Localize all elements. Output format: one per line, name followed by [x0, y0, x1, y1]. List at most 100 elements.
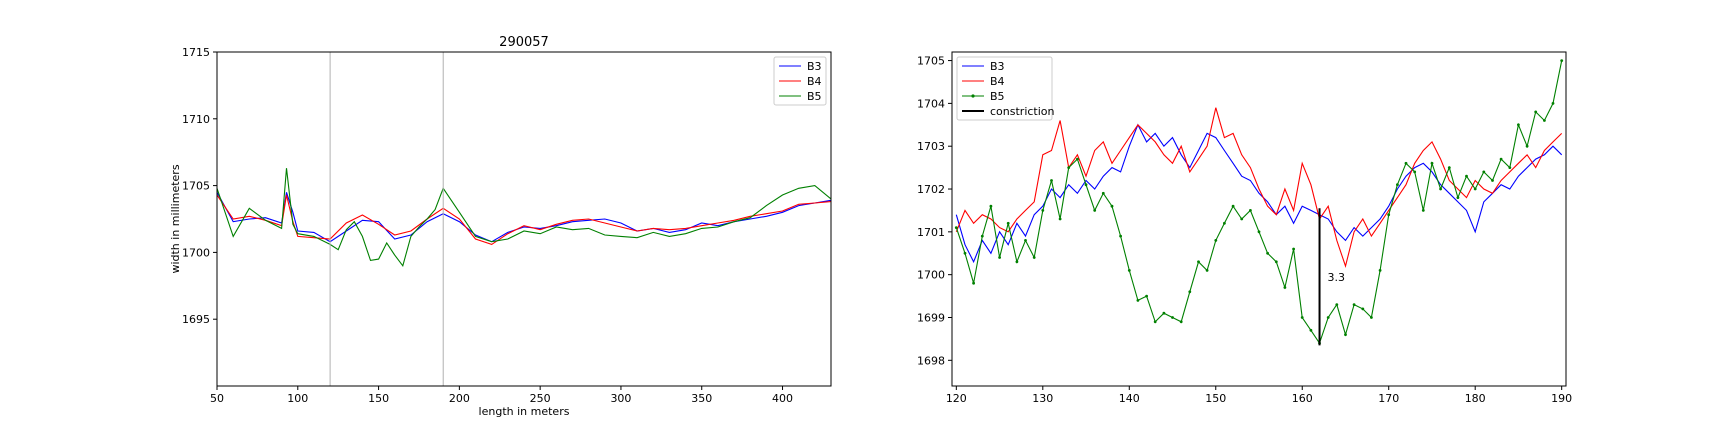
legend: B3 B4 B5 [773, 56, 827, 106]
data-point [1179, 320, 1183, 324]
legend-label: constriction [990, 105, 1055, 118]
series-line-b3 [217, 192, 831, 243]
data-point [1560, 59, 1564, 62]
x-tick-label: 160 [1292, 392, 1313, 405]
series-line-b3 [955, 123, 1563, 264]
legend: B3 B4 B5 constriction [956, 56, 1055, 121]
data-point [1084, 183, 1088, 187]
data-point [980, 234, 984, 238]
data-point [1508, 166, 1512, 170]
data-point [1058, 217, 1062, 221]
y-axis-ticks: 1695 1700 1705 1710 1715 [182, 46, 217, 326]
y-axis-title: width in millimeters [169, 164, 182, 273]
y-axis-ticks: 1698 1699 1700 1701 1702 1703 1704 1705 [917, 55, 952, 367]
data-point [1188, 290, 1192, 294]
data-point [1326, 316, 1330, 319]
y-tick-label: 1705 [917, 55, 945, 68]
legend-label: B4 [990, 75, 1005, 88]
data-point [1525, 144, 1529, 148]
data-point [1378, 269, 1382, 272]
data-point [1370, 316, 1373, 319]
series-line-b4 [217, 194, 831, 246]
data-point [1153, 320, 1157, 324]
data-point [1032, 256, 1036, 259]
x-tick-label: 140 [1119, 392, 1140, 405]
y-tick-label: 1700 [917, 269, 945, 282]
y-tick-label: 1703 [917, 140, 945, 153]
x-tick-label: 250 [530, 392, 551, 405]
data-point [1352, 303, 1356, 306]
data-point [1473, 187, 1477, 191]
x-tick-label: 120 [946, 392, 967, 405]
data-point [1292, 247, 1295, 251]
data-point [998, 256, 1001, 259]
chart-title: 290057 [499, 35, 549, 50]
x-tick-label: 400 [772, 392, 793, 405]
data-point [1300, 316, 1304, 319]
x-tick-label: 150 [368, 392, 389, 405]
y-tick-label: 1705 [182, 180, 210, 193]
data-point [1551, 102, 1555, 105]
series-line-b4 [955, 107, 1563, 269]
x-tick-label: 130 [1032, 392, 1053, 405]
x-axis-ticks: 50 100 150 200 250 300 350 400 [210, 386, 793, 405]
data-point [1050, 179, 1053, 182]
x-tick-label: 100 [287, 392, 308, 405]
data-point [1006, 221, 1010, 225]
data-point [963, 251, 967, 255]
y-tick-label: 1715 [182, 46, 210, 59]
legend-label: B4 [807, 75, 822, 88]
chart-left: 290057 50 100 150 200 250 300 350 400 169517001… [169, 35, 832, 418]
legend-label: B5 [990, 90, 1005, 103]
chart-right: 3.3 120 130 140 150 160 170 180 190 1698 1699 170… [917, 51, 1572, 405]
legend-label: B3 [807, 60, 822, 73]
constriction-marker: 3.3 [1318, 208, 1345, 346]
data-point [1447, 166, 1451, 170]
legend-marker [971, 94, 975, 98]
data-point [1041, 209, 1045, 212]
reference-lines [329, 52, 444, 386]
x-tick-label: 170 [1378, 392, 1399, 405]
series-lines [954, 59, 1564, 345]
x-tick-label: 190 [1551, 392, 1572, 405]
data-point [1127, 269, 1131, 272]
x-tick-label: 180 [1465, 392, 1486, 405]
data-point [1119, 234, 1122, 238]
data-point [1145, 294, 1148, 298]
data-point [1101, 191, 1105, 195]
data-point [1430, 161, 1434, 165]
data-point [1214, 239, 1218, 242]
plot-frame [216, 51, 832, 387]
y-tick-label: 1700 [182, 246, 210, 259]
x-tick-label: 200 [449, 392, 470, 405]
data-point [1171, 316, 1174, 319]
series-lines [217, 168, 831, 268]
data-point [1465, 174, 1468, 178]
data-point [1482, 170, 1486, 174]
series-line-b5 [217, 168, 831, 268]
data-point [1491, 179, 1494, 182]
data-point [972, 281, 975, 285]
data-point [1421, 209, 1425, 212]
x-tick-label: 300 [610, 392, 631, 405]
y-tick-label: 1702 [917, 183, 945, 196]
data-point [1110, 204, 1114, 208]
data-point [1404, 161, 1408, 165]
data-point [1387, 213, 1391, 217]
data-point [1396, 183, 1399, 187]
data-point [1076, 157, 1079, 161]
data-point [954, 226, 958, 230]
data-point [1162, 311, 1166, 315]
y-tick-label: 1710 [182, 113, 210, 126]
plot-frame [951, 51, 1567, 387]
data-point [1543, 119, 1546, 122]
data-point [1205, 269, 1209, 272]
data-point [1456, 196, 1460, 200]
x-tick-label: 150 [1205, 392, 1226, 405]
y-tick-label: 1695 [182, 313, 210, 326]
data-point [1361, 307, 1365, 311]
y-tick-label: 1698 [917, 354, 945, 367]
data-point [1093, 209, 1097, 212]
data-point [1249, 209, 1252, 212]
